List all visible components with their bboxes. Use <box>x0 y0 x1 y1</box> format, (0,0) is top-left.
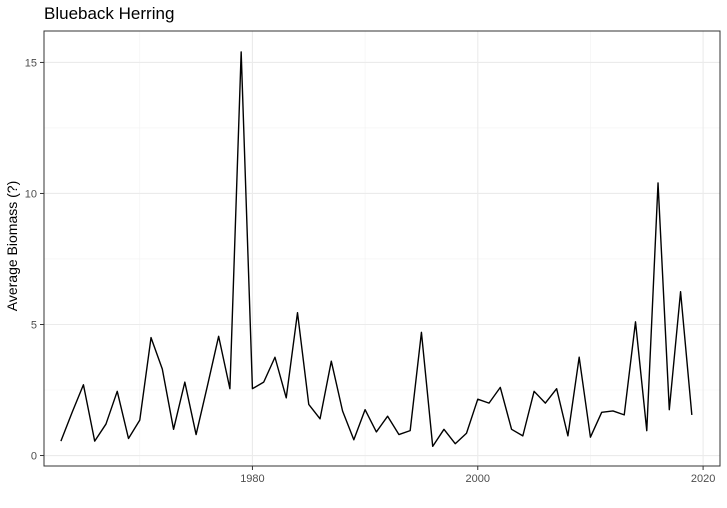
major-gridlines <box>44 31 720 466</box>
x-tick-label: 2020 <box>691 473 715 485</box>
series-layer <box>60 51 693 448</box>
series-line <box>60 51 693 448</box>
chart-title: Blueback Herring <box>44 4 175 23</box>
x-tick-label: 1980 <box>240 473 264 485</box>
x-tick-label: 2000 <box>466 473 490 485</box>
y-tick-label: 15 <box>25 57 37 69</box>
y-tick-label: 5 <box>31 319 37 331</box>
y-tick-label: 10 <box>25 188 37 200</box>
minor-gridlines <box>44 31 720 466</box>
axis-ticks <box>40 61 704 470</box>
y-tick-label: 0 <box>31 451 37 463</box>
tick-labels: 1980 2000 2020 0 5 10 15 <box>25 57 716 485</box>
plot-panel-border <box>43 30 721 467</box>
